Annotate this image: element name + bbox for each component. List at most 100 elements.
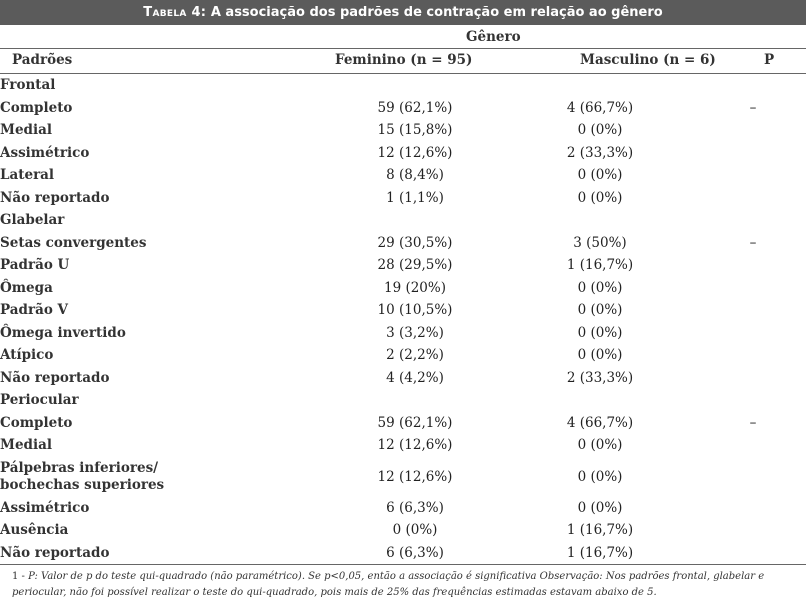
table-row: Completo 59 (62,1%) 4 (66,7%) – <box>0 97 806 120</box>
p-value <box>700 299 806 322</box>
table-row: Não reportado 1 (1,1%) 0 (0%) <box>0 187 806 210</box>
table-row: Ausência 0 (0%) 1 (16,7%) <box>0 519 806 542</box>
female-value: 28 (29,5%) <box>377 257 453 274</box>
group-label: Glabelar <box>0 212 65 229</box>
p-value <box>700 164 806 187</box>
table-row: Lateral 8 (8,4%) 0 (0%) <box>0 164 806 187</box>
table-row: Ômega invertido 3 (3,2%) 0 (0%) <box>0 322 806 345</box>
column-header-row: Padrões Feminino (n = 95) Masculino (n =… <box>0 49 806 74</box>
p-value: – <box>749 99 757 116</box>
gender-group-header: Gênero <box>0 25 806 49</box>
male-value: 2 (33,3%) <box>566 144 634 161</box>
p-value <box>700 187 806 210</box>
table-row: Completo 59 (62,1%) 4 (66,7%) – <box>0 412 806 435</box>
female-value: 3 (3,2%) <box>386 324 444 341</box>
male-value: 0 (0%) <box>577 279 623 296</box>
male-value: 0 (0%) <box>577 437 623 454</box>
group-label: Periocular <box>0 392 79 409</box>
male-value: 4 (66,7%) <box>566 414 634 431</box>
p-value <box>700 277 806 300</box>
row-label: Lateral <box>0 167 55 184</box>
female-value: 1 (1,1%) <box>386 189 444 206</box>
table-row: Não reportado 4 (4,2%) 2 (33,3%) <box>0 367 806 390</box>
male-value: 0 (0%) <box>577 189 623 206</box>
table-footnote: 1 - P: Valor de p do teste qui-quadrado … <box>12 569 802 601</box>
p-value: – <box>749 414 757 431</box>
female-value: 6 (6,3%) <box>386 499 444 516</box>
male-value: 0 (0%) <box>577 167 623 184</box>
female-value: 29 (30,5%) <box>377 234 453 251</box>
male-value: 0 (0%) <box>577 302 623 319</box>
male-value: 0 (0%) <box>577 122 623 139</box>
male-value: 0 (0%) <box>577 324 623 341</box>
table-title-prefix: Tabela 4: <box>143 5 207 20</box>
group-row: Periocular <box>0 389 806 412</box>
col-header-p: P <box>764 52 775 68</box>
p-value <box>700 457 806 497</box>
row-label: Medial <box>0 122 52 139</box>
p-value <box>700 542 806 565</box>
male-value: 0 (0%) <box>577 347 623 364</box>
female-value: 0 (0%) <box>392 522 438 539</box>
row-label: Ômega <box>0 279 53 296</box>
table-row: Atípico 2 (2,2%) 0 (0%) <box>0 344 806 367</box>
p-value: – <box>749 234 757 251</box>
row-label: Assimétrico <box>0 499 90 516</box>
table-row: Medial 15 (15,8%) 0 (0%) <box>0 119 806 142</box>
row-label: Setas convergentes <box>0 234 147 251</box>
row-label: Ausência <box>0 522 69 539</box>
table-title-text: A associação dos padrões de contração em… <box>206 5 663 20</box>
group-row: Glabelar <box>0 209 806 232</box>
p-value <box>700 497 806 520</box>
table-row: Medial 12 (12,6%) 0 (0%) <box>0 434 806 457</box>
male-value: 0 (0%) <box>577 499 623 516</box>
table-bottom-rule <box>0 564 806 565</box>
row-label: Medial <box>0 437 52 454</box>
male-value: 0 (0%) <box>577 468 623 485</box>
p-value <box>700 367 806 390</box>
row-label: Completo <box>0 414 73 431</box>
p-value <box>700 254 806 277</box>
p-value <box>700 142 806 165</box>
footnote-text: P: Valor de p do teste qui-quadrado (não… <box>12 571 765 598</box>
row-label-line-1: Pálpebras inferiores/ <box>0 459 159 476</box>
row-label: Padrão U <box>0 257 70 274</box>
row-label: Completo <box>0 99 73 116</box>
table-row: Padrão U 28 (29,5%) 1 (16,7%) <box>0 254 806 277</box>
female-value: 15 (15,8%) <box>377 122 453 139</box>
gender-group-label: Gênero <box>466 29 521 45</box>
association-table: Tabela 4: A associação dos padrões de co… <box>0 0 806 565</box>
table-title: Tabela 4: A associação dos padrões de co… <box>0 0 806 25</box>
female-value: 12 (12,6%) <box>377 144 453 161</box>
p-value <box>700 119 806 142</box>
group-label: Frontal <box>0 77 56 94</box>
female-value: 6 (6,3%) <box>386 544 444 561</box>
male-value: 1 (16,7%) <box>566 522 634 539</box>
row-label-line-2: bochechas superiores <box>0 476 165 493</box>
col-header-patterns: Padrões <box>12 52 73 68</box>
table-row: Não reportado 6 (6,3%) 1 (16,7%) <box>0 542 806 565</box>
male-value: 1 (16,7%) <box>566 544 634 561</box>
female-value: 12 (12,6%) <box>377 468 453 485</box>
table-row: Padrão V 10 (10,5%) 0 (0%) <box>0 299 806 322</box>
col-header-male: Masculino (n = 6) <box>580 52 716 68</box>
table-row: Pálpebras inferiores/bochechas superiore… <box>0 457 806 497</box>
female-value: 8 (8,4%) <box>386 167 444 184</box>
female-value: 4 (4,2%) <box>386 369 444 386</box>
footnote-number: 1 - <box>12 571 25 582</box>
female-value: 10 (10,5%) <box>377 302 453 319</box>
group-row: Frontal <box>0 74 806 97</box>
row-label: Não reportado <box>0 544 110 561</box>
table-row: Setas convergentes 29 (30,5%) 3 (50%) – <box>0 232 806 255</box>
p-value <box>700 344 806 367</box>
table-row: Ômega 19 (20%) 0 (0%) <box>0 277 806 300</box>
row-label: Assimétrico <box>0 144 90 161</box>
row-label: Atípico <box>0 347 54 364</box>
p-value <box>700 519 806 542</box>
female-value: 19 (20%) <box>383 279 446 296</box>
male-value: 1 (16,7%) <box>566 257 634 274</box>
female-value: 59 (62,1%) <box>377 414 453 431</box>
female-value: 12 (12,6%) <box>377 437 453 454</box>
table-body: Frontal Completo 59 (62,1%) 4 (66,7%) – Media… <box>0 74 806 564</box>
row-label: Pálpebras inferiores/bochechas superiore… <box>0 457 330 497</box>
